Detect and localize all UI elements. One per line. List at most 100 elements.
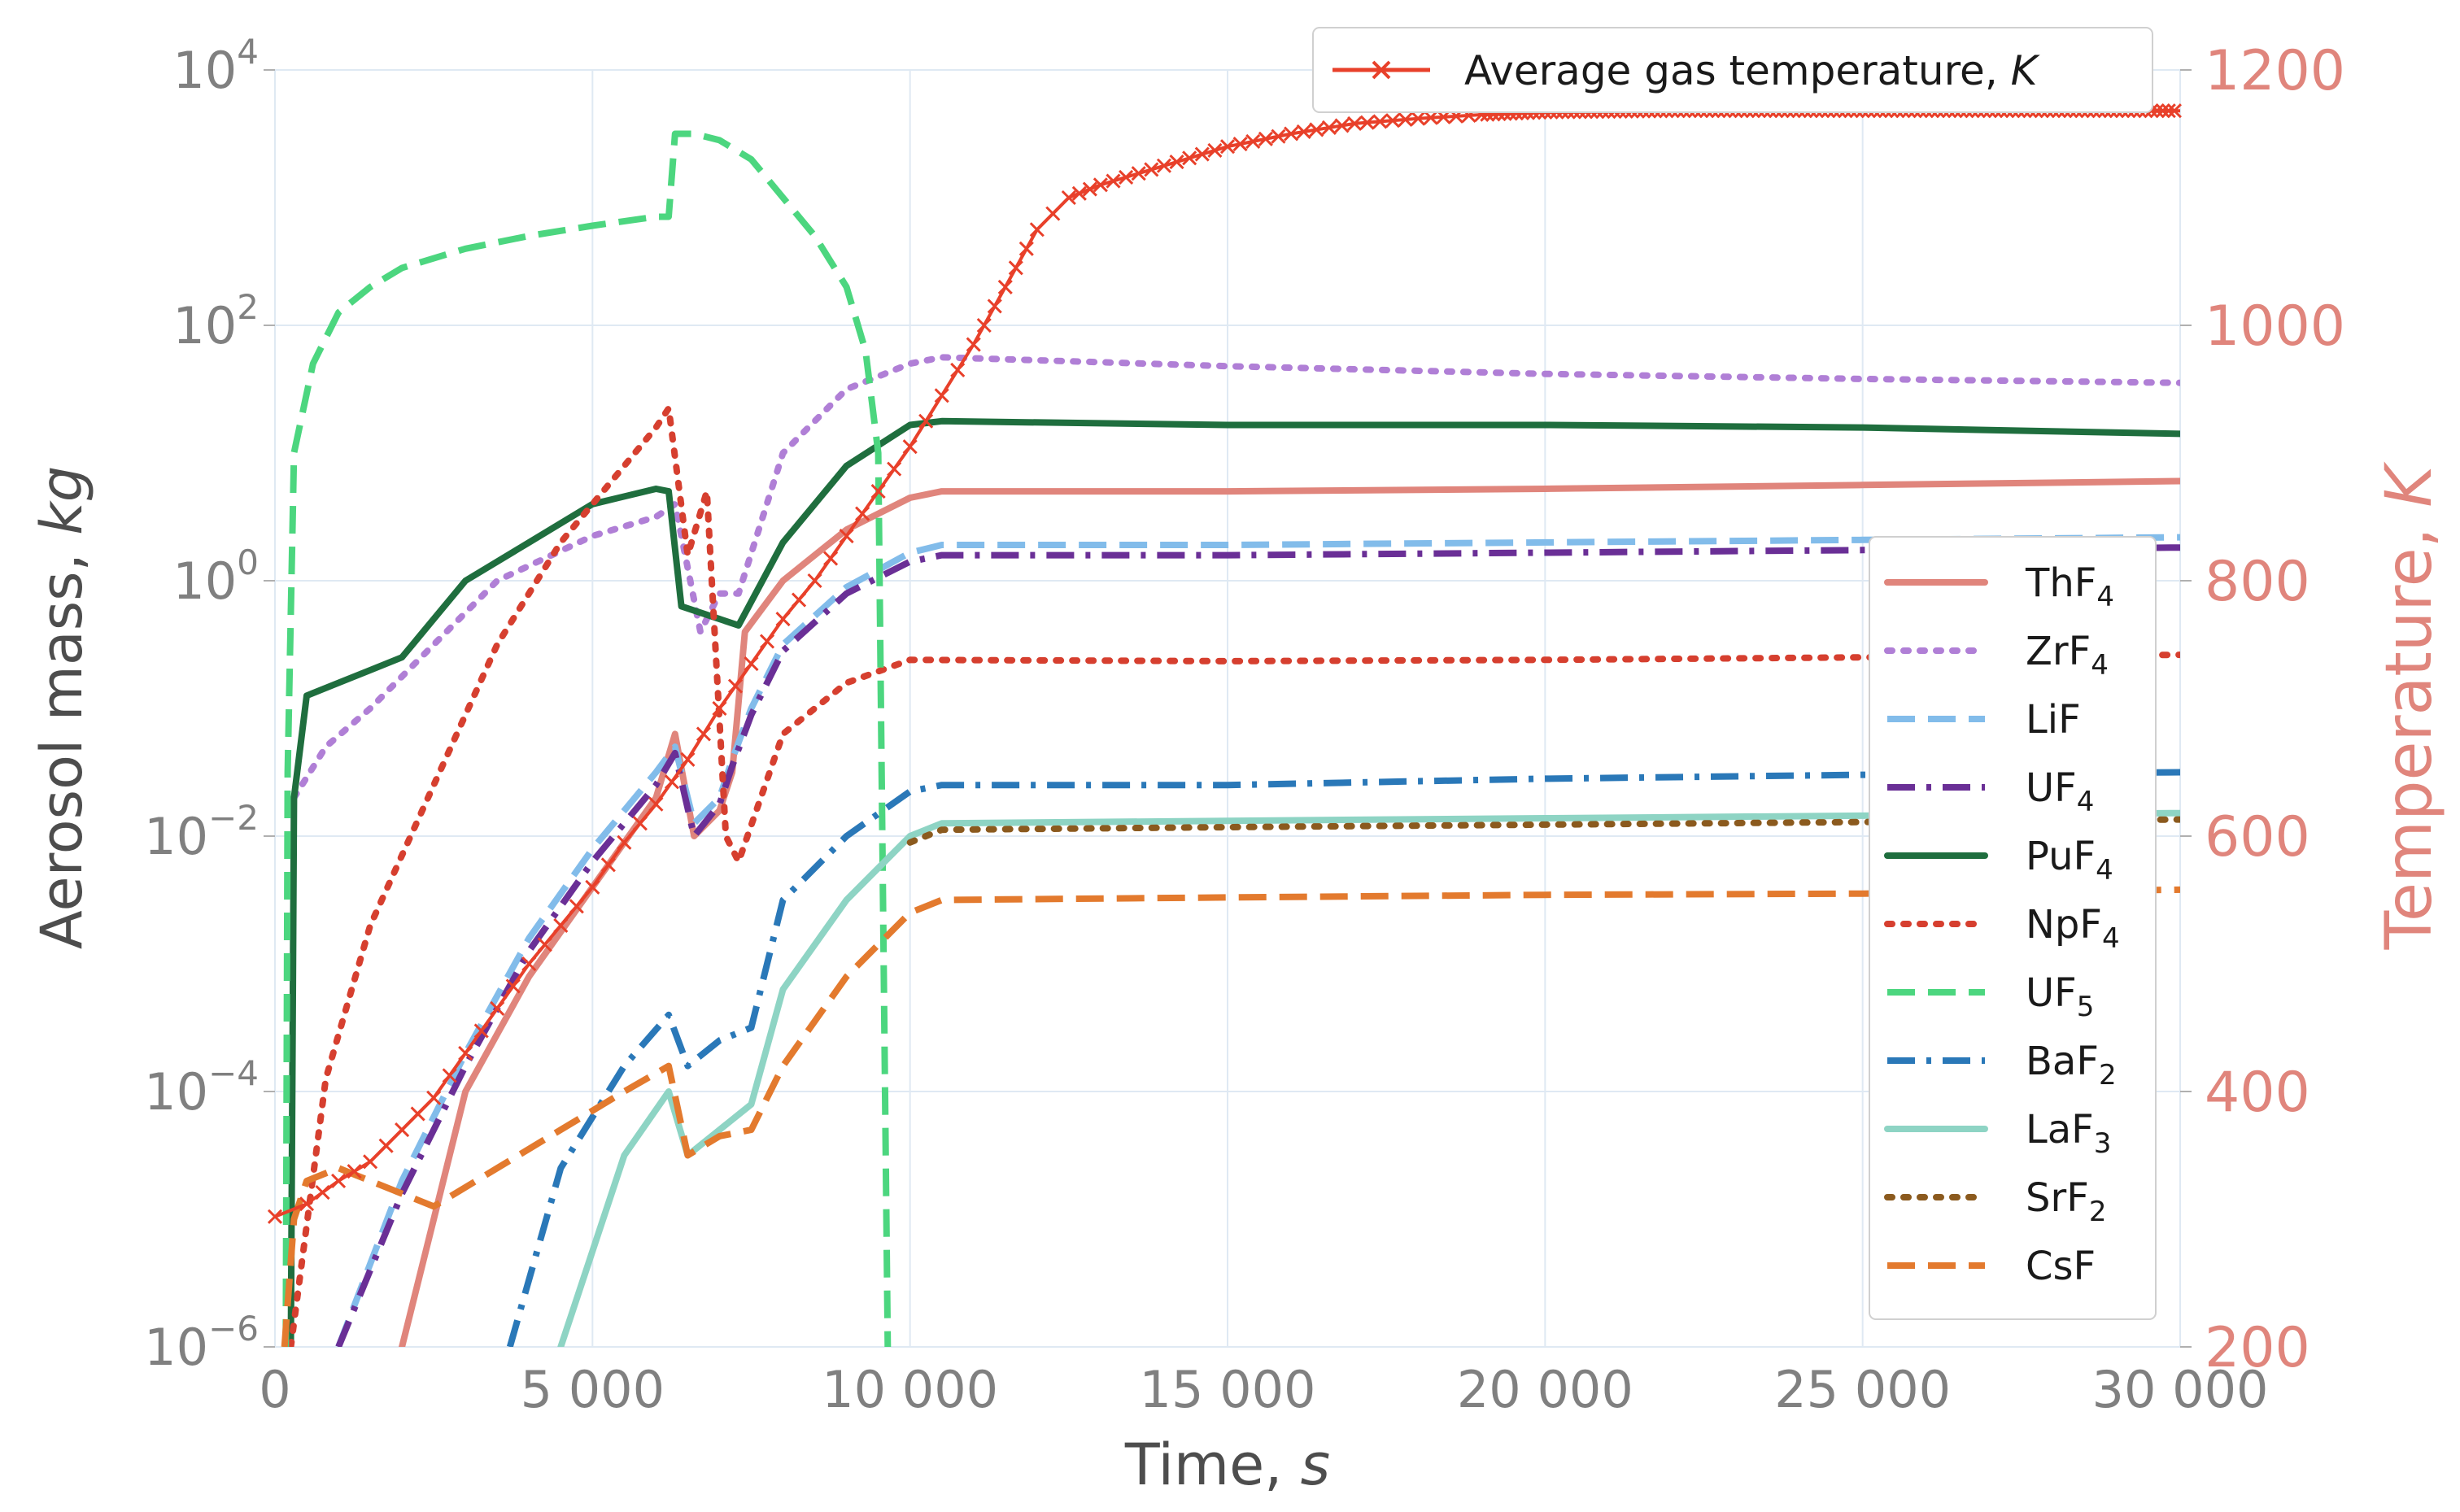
y-left-tick-label: 102 [172, 287, 259, 355]
temperature-marker [1423, 110, 1438, 125]
temperature-marker [664, 774, 679, 790]
temperature-marker [1398, 111, 1413, 127]
temperature-marker [1232, 136, 1248, 152]
temperature-marker [1071, 185, 1087, 201]
temperature-marker [1018, 241, 1034, 256]
temperature-marker [1061, 190, 1076, 206]
series-layer [281, 130, 2180, 1347]
y-axis-label-left: Aerosol mass, kg [28, 466, 95, 949]
temperature-marker [299, 1196, 315, 1212]
legend-species: ThF4 ZrF4 LiF UF4 PuF4 NpF4 UF5 BaF2 LaF3 SrF2 CsF [1869, 536, 2157, 1320]
temperature-marker [744, 656, 759, 672]
temperature-marker [363, 1154, 378, 1170]
temperature-marker [473, 1023, 489, 1039]
temperature-marker [1093, 177, 1108, 193]
y-left-tick-label: 100 [172, 542, 259, 611]
temperature-marker [1119, 169, 1134, 185]
temperature-marker [918, 413, 934, 429]
temperature-marker [987, 298, 1002, 314]
temperature-marker [1169, 154, 1184, 170]
legend-label-uf5: UF5 [2026, 970, 2094, 1023]
temperature-marker [617, 834, 632, 850]
temperature-marker [1182, 150, 1197, 166]
y-left-tick-label: 10−6 [144, 1309, 259, 1377]
legend-temperature-box [1312, 27, 2153, 113]
temperature-marker [839, 528, 854, 544]
temperature-marker [1284, 126, 1299, 142]
temperature-marker [712, 700, 727, 717]
legend-label-npf4: NpF4 [2026, 902, 2120, 955]
legend-temperature-label: Average gas temperature, K [1464, 47, 2041, 94]
temperature-marker [759, 634, 775, 649]
temperature-marker [632, 816, 648, 831]
temperature-marker [521, 956, 537, 972]
legend-species-box [1869, 536, 2157, 1320]
x-tick-label: 0 [259, 1360, 290, 1419]
y-right-tick-label: 800 [2205, 550, 2310, 614]
legend-label-csf: CsF [2026, 1244, 2096, 1289]
temperature-marker [727, 678, 744, 694]
legend-label-thf4: ThF4 [2025, 560, 2114, 613]
legend-label-srf2: SrF2 [2026, 1175, 2106, 1228]
y-left-tick-label: 10−4 [144, 1053, 259, 1122]
grid [274, 69, 2181, 1348]
temperature-marker [807, 573, 822, 589]
temperature-marker [997, 279, 1013, 294]
y-right-tick-label: 1000 [2205, 294, 2345, 359]
temperature-marker [585, 879, 600, 895]
temperature-marker [2161, 103, 2176, 119]
temperature-marker [1156, 158, 1171, 173]
temperature-marker [569, 899, 584, 914]
y-left-tick-label: 104 [172, 32, 259, 100]
temperature-marker [490, 1000, 505, 1017]
x-tick-label: 30 000 [2092, 1360, 2269, 1419]
y-right-tick-label: 200 [2205, 1316, 2310, 1380]
temperature-marker [1219, 139, 1236, 155]
temperature-marker [1144, 162, 1159, 177]
temperature-marker [1296, 124, 1311, 140]
series-line-laf3 [557, 809, 2180, 1347]
temperature-marker [267, 1209, 283, 1224]
temperature-marker [1082, 181, 1097, 197]
temperature-marker [331, 1173, 347, 1188]
temperature-marker [505, 978, 521, 994]
temperature-marker [823, 551, 839, 566]
temperature-marker [855, 506, 870, 521]
temperature-marker [1411, 111, 1426, 126]
temperature-marker [426, 1090, 442, 1105]
temperature-marker [1334, 118, 1350, 133]
temperature-marker [1258, 131, 1273, 146]
series-line-puf4 [287, 417, 2180, 1347]
temperature-marker [1271, 129, 1286, 144]
temperature-marker [1106, 173, 1121, 189]
temperature-marker [1385, 113, 1401, 129]
legend-label-puf4: PuF4 [2026, 834, 2113, 887]
y-right-tick-label: 1200 [2205, 39, 2345, 103]
temperature-marker [378, 1138, 394, 1153]
legend-label-baf2: BaF2 [2026, 1039, 2117, 1092]
temperature-marker [553, 917, 569, 933]
temperature-marker [1372, 114, 1388, 129]
y-axis-label-right: Temperature, K [2373, 461, 2446, 951]
legend-label-uf4: UF4 [2026, 765, 2094, 818]
x-tick-label: 25 000 [1774, 1360, 1951, 1419]
temperature-marker [442, 1068, 457, 1083]
temperature-marker [1245, 133, 1261, 149]
temperature-marker [887, 461, 902, 477]
series-line-npf4 [287, 405, 2180, 1347]
x-tick-label: 5 000 [521, 1360, 665, 1419]
series-line-baf2 [506, 769, 2180, 1347]
legend-temperature: Average gas temperature, K [1312, 27, 2153, 113]
temperature-marker [410, 1106, 425, 1122]
legend-temperature-marker [1372, 60, 1391, 80]
x-axis-label: Time, s [1124, 1431, 1330, 1498]
temperature-marker [1029, 222, 1045, 237]
series-line-uf4 [335, 544, 2180, 1347]
legend-label-lif: LiF [2026, 697, 2081, 743]
temperature-marker [2155, 103, 2170, 119]
temperature-marker [934, 388, 949, 403]
series-line-uf5 [282, 130, 892, 1347]
temperature-marker [1347, 115, 1363, 132]
ticks: 0 5 000 10 000 15 000 20 000 25 000 30 000 104 1… [144, 32, 2345, 1419]
temperature-marker [950, 362, 966, 378]
